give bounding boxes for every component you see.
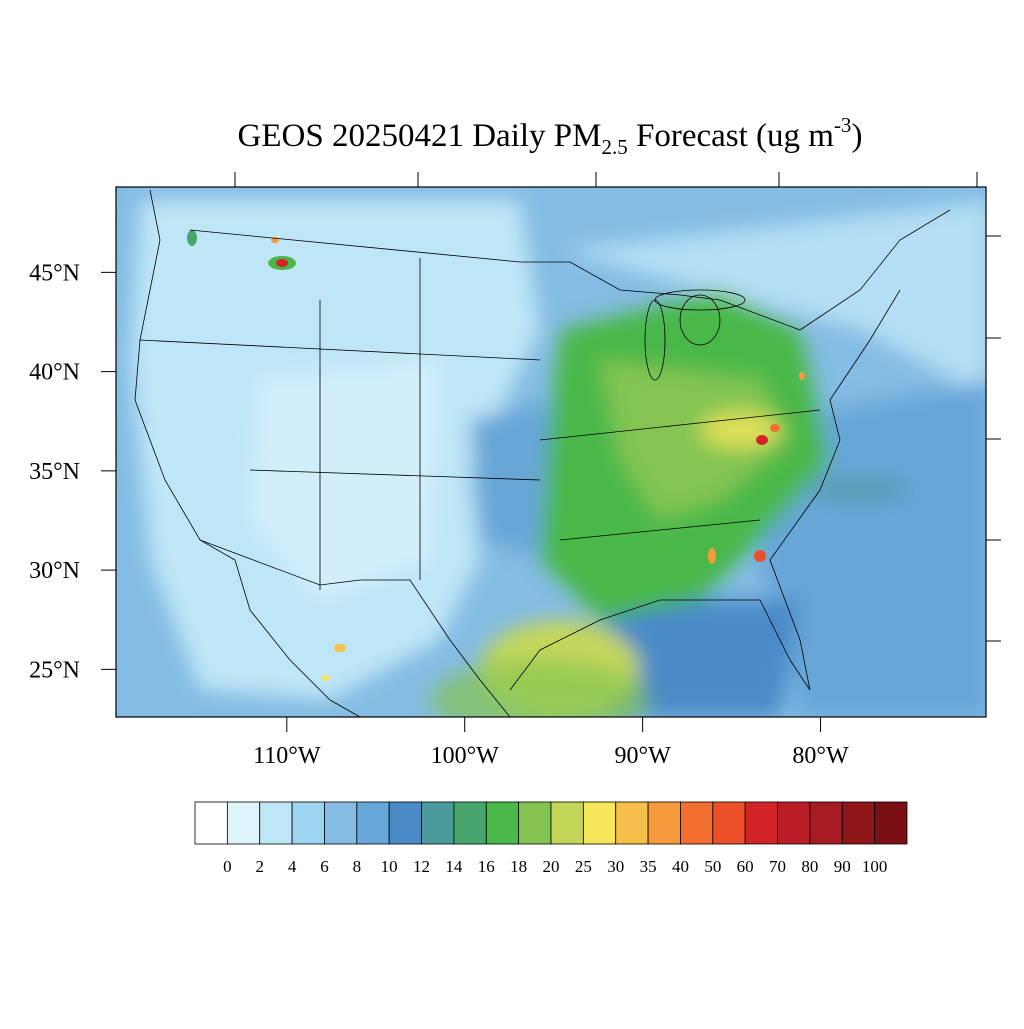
x-tick-label: 90°W [615,743,672,769]
y-tick-label: 35°N [29,459,80,485]
y-tick-label: 40°N [29,360,80,386]
colorbar-box [259,801,293,845]
colorbar-label: 90 [834,857,851,876]
colorbar-box [550,801,584,845]
colorbar-box [841,801,876,845]
pm25-field [116,187,986,717]
colorbar-label: 20 [543,857,560,876]
colorbar-label: 70 [769,857,786,876]
field-shading [130,200,986,717]
colorbar-box [388,801,422,845]
colorbar-label: 18 [510,857,527,876]
hotspots [187,230,805,681]
x-tick-label: 80°W [792,743,849,769]
colorbar-label: 12 [413,857,430,876]
colorbar-label: 30 [607,857,624,876]
colorbar-label: 25 [575,857,592,876]
colorbar-box [485,801,520,845]
colorbar-label: 8 [353,857,362,876]
map-frame [115,186,987,718]
chart-title: GEOS 20250421 Daily PM2.5 Forecast (ug m… [238,113,863,159]
colorbar-label: 80 [801,857,818,876]
title-end: ) [851,118,862,154]
colorbar-box [809,801,843,845]
title-subscript: 2.5 [601,135,627,159]
colorbar-box [680,801,714,845]
colorbar-box [324,801,358,845]
colorbar-label: 100 [862,857,888,876]
colorbar-box [777,801,811,845]
colorbar-label: 10 [381,857,398,876]
colorbar-box [518,801,552,845]
title-rest: Forecast (ug m [628,118,835,154]
colorbar-label: 6 [320,857,329,876]
colorbar-label: 40 [672,857,689,876]
colorbar-box [647,801,681,845]
colorbar-label: 2 [255,857,264,876]
colorbar-box [582,801,617,845]
y-tick-label: 30°N [29,558,80,584]
colorbar: 0 2 4 6 8 10 12 14 16 18 20 25 30 35 40 50 60 70 80 90 100 [194,801,908,876]
colorbar-box [194,801,228,845]
boundaries [134,189,951,717]
frame-ticks [234,172,1001,642]
colorbar-box [874,801,908,845]
colorbar-box [712,801,746,845]
colorbar-label: 50 [704,857,721,876]
colorbar-label: 16 [478,857,495,876]
colorbar-label: 0 [223,857,232,876]
colorbar-box [615,801,649,845]
colorbar-label: 14 [445,857,463,876]
y-tick-label: 45°N [29,260,80,286]
title-main: GEOS 20250421 Daily PM [238,118,602,154]
colorbar-box [421,801,455,845]
x-tick-label: 100°W [431,743,500,769]
title-superscript: -3 [834,113,852,137]
x-tick-label: 110°W [253,743,321,769]
colorbar-label: 35 [640,857,657,876]
colorbar-box [744,801,778,845]
colorbar-box [453,801,487,845]
y-tick-label: 25°N [29,657,80,683]
colorbar-box [356,801,390,845]
colorbar-label: 4 [288,857,297,876]
colorbar-box [291,801,325,845]
axes: 110°W 100°W 90°W 80°W 45°N 40°N 35°N 30°N 25°N [29,260,849,769]
colorbar-box [226,801,261,845]
colorbar-label: 60 [737,857,754,876]
